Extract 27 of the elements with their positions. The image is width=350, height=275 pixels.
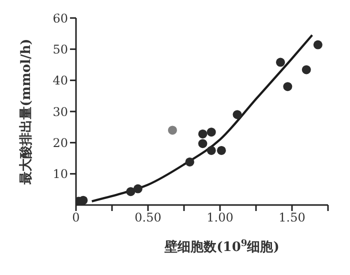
point: [133, 184, 142, 194]
y-tick-label: 10: [52, 167, 68, 182]
x-tick-label: 1.50: [278, 210, 306, 225]
point: [126, 187, 136, 196]
point: [198, 129, 208, 138]
x-axis-title: 壁细胞数(10$^{9}$细胞): [164, 238, 280, 255]
point: [185, 157, 194, 166]
point: [168, 126, 177, 135]
y-tick-label: 40: [52, 74, 68, 88]
point: [198, 139, 208, 148]
point: [232, 110, 242, 120]
point: [206, 146, 216, 155]
point: [302, 65, 311, 74]
point: [313, 40, 322, 50]
point: [283, 82, 292, 92]
x-tick-label: 1.00: [206, 210, 234, 225]
y-axis-title: 最大酸排出量(mmol/h): [18, 38, 34, 186]
x-tick-label: 0: [72, 210, 80, 225]
line-series: [90, 34, 314, 202]
point: [276, 58, 285, 67]
x-tick-label: 0.50: [134, 210, 162, 225]
y-tick-label: 60: [52, 11, 68, 26]
y-tick-label: 30: [52, 104, 68, 119]
y-tick-label: 20: [52, 136, 68, 150]
point: [206, 128, 216, 137]
point: [216, 146, 226, 155]
y-tick-label: 50: [52, 42, 68, 56]
